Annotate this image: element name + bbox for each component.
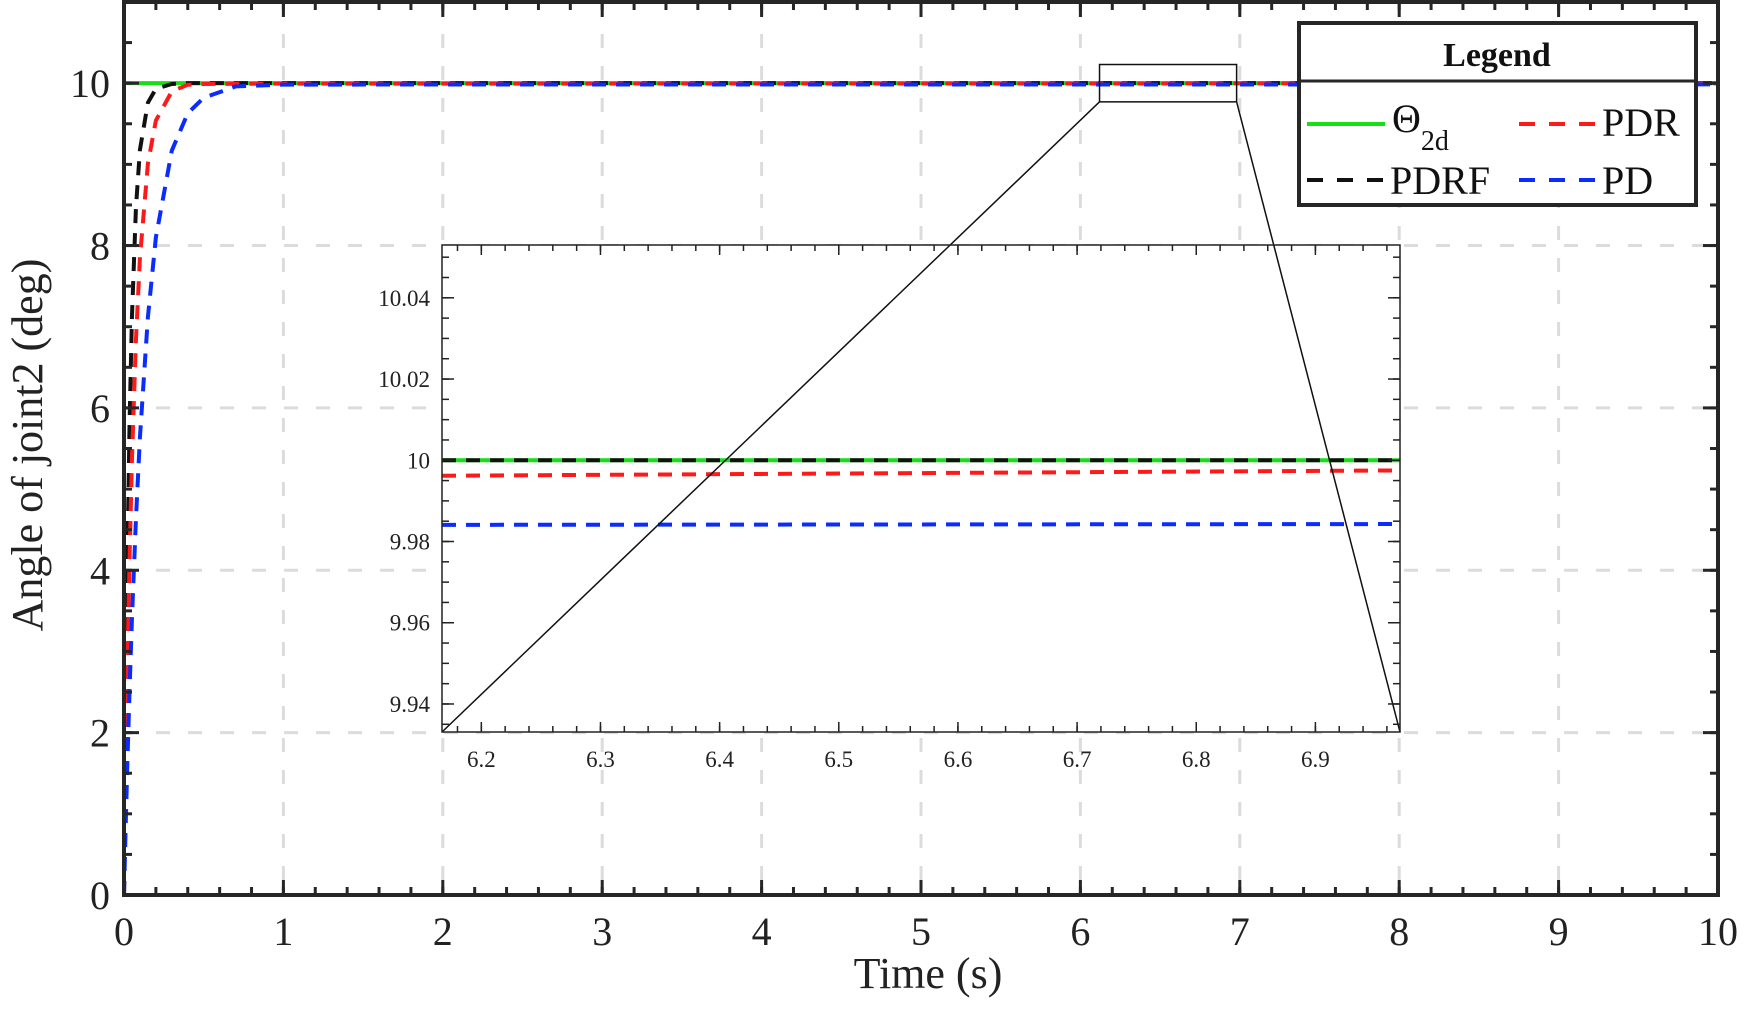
- inset-y-tick-label: 10.02: [378, 367, 430, 392]
- x-tick-label: 3: [592, 909, 612, 954]
- inset-y-tick-label: 9.96: [390, 611, 430, 636]
- y-tick-label: 0: [90, 873, 110, 918]
- inset-x-tick-label: 6.2: [467, 747, 496, 772]
- x-tick-label: 1: [273, 909, 293, 954]
- x-tick-label: 6: [1070, 909, 1090, 954]
- inset-frame: [441, 244, 1401, 733]
- y-tick-label: 6: [90, 386, 110, 431]
- inset-x-tick-label: 6.6: [944, 747, 973, 772]
- zoom-connector-left-inset: [441, 244, 951, 733]
- legend-label-pd: PD: [1602, 158, 1653, 203]
- inset-series-line-pd: [441, 522, 1401, 527]
- x-tick-label: 4: [752, 909, 772, 954]
- inset-y-tick-label: 9.98: [390, 530, 430, 555]
- y-tick-label: 2: [90, 711, 110, 756]
- y-tick-label: 8: [90, 224, 110, 269]
- x-tick-label: 2: [433, 909, 453, 954]
- x-tick-label: 10: [1698, 909, 1738, 954]
- inset-x-tick-label: 6.9: [1301, 747, 1330, 772]
- inset-y-tick-label: 9.94: [390, 692, 431, 717]
- series-line-pdrf: [122, 81, 1718, 896]
- inset-y-tick-label: 10.04: [378, 286, 430, 311]
- inset-axes: 6.2 6.3 6.4 6.5 6.6 6.7 6.8 6.9 9.94 9.96 9.98 10 10…: [378, 244, 1401, 772]
- x-tick-label: 5: [911, 909, 931, 954]
- x-tick-label: 0: [114, 909, 134, 954]
- inset-background: [442, 245, 1400, 732]
- legend-label-pdr: PDR: [1602, 100, 1680, 145]
- legend-box: [1297, 21, 1698, 207]
- inset-x-tick-label: 6.7: [1063, 747, 1092, 772]
- x-tick-label: 7: [1230, 909, 1250, 954]
- inset-series-line-pdr: [441, 468, 1401, 478]
- inset-x-tick-label: 6.3: [586, 747, 615, 772]
- y-tick-label: 10: [70, 61, 110, 106]
- x-tick-label: 8: [1389, 909, 1409, 954]
- inset-x-tick-label: 6.8: [1182, 747, 1211, 772]
- legend-label-theta: Θ2d: [1392, 96, 1449, 157]
- y-axis-label: Angle of joint2 (deg): [3, 259, 52, 632]
- main-axes: 0 1 2 3 4 5 6 7 8 9 10 0 2 4 6 8 10: [70, 0, 1738, 954]
- x-axis-label: Time (s): [854, 949, 1003, 998]
- zoom-box: [1098, 63, 1238, 103]
- main-grid: [124, 2, 1718, 895]
- inset-x-tick-label: 6.5: [824, 747, 853, 772]
- zoom-connector-right-inset: [1273, 244, 1401, 733]
- inset-y-tick-label: 10: [407, 448, 430, 473]
- inset-x-tick-label: 6.4: [705, 747, 734, 772]
- legend: Legend Θ2d PDR PDRF PD: [1297, 21, 1698, 207]
- x-tick-label: 9: [1549, 909, 1569, 954]
- y-tick-label: 4: [90, 548, 110, 593]
- legend-label-pdrf: PDRF: [1390, 158, 1490, 203]
- series-line-pd: [122, 82, 1719, 896]
- legend-title: Legend: [1443, 37, 1551, 74]
